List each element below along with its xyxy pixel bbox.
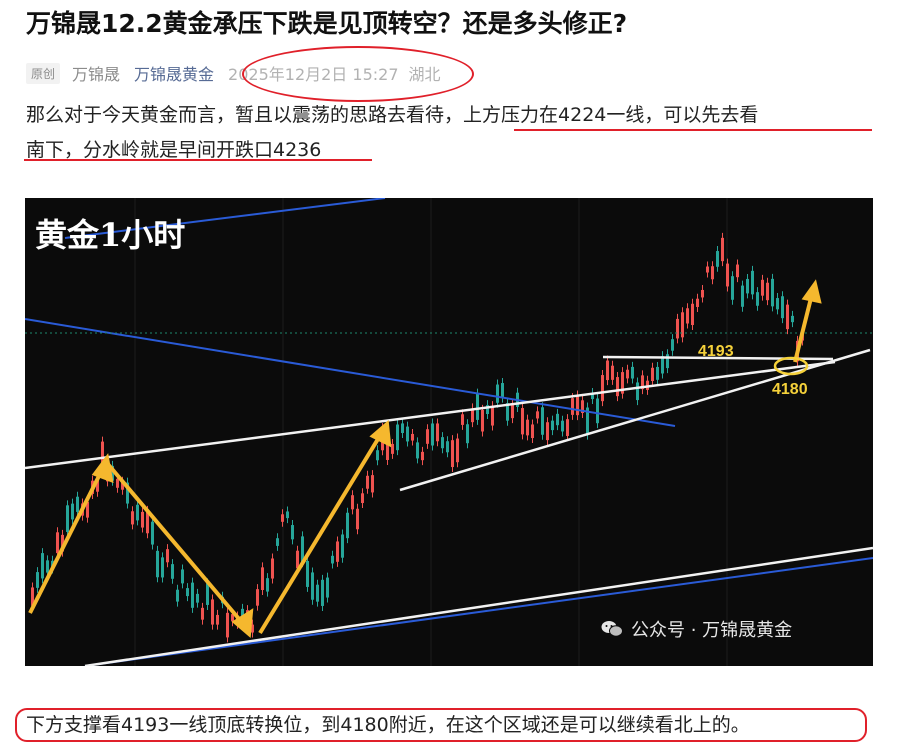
lower-wedge-line xyxy=(399,348,871,492)
gold-chart-image: 4193 4180 黄金1小时 公众号 · 万锦晟黄金 xyxy=(25,198,873,666)
bottom-channel-line xyxy=(84,546,873,666)
upper-channel-line xyxy=(25,360,836,470)
watermark-text: 公众号 · 万锦晟黄金 xyxy=(631,620,793,641)
label-4193: 4193 xyxy=(698,343,734,360)
target-4180-circle xyxy=(773,356,809,376)
wechat-icon xyxy=(601,620,623,638)
original-badge: 原创 xyxy=(26,62,61,84)
paragraph-part3: 南下，分水岭就是早间开跌口4236 xyxy=(26,139,322,161)
paragraph-part1: 那么对于今天黄金而言，暂且以震荡的思路去看待 xyxy=(26,104,445,126)
bottom-highlight-box xyxy=(15,708,867,742)
candles xyxy=(31,232,804,643)
underline-pivot xyxy=(24,159,372,161)
blue-trendline-bottom xyxy=(84,557,873,666)
chart-title: 黄金1小时 xyxy=(35,216,186,254)
label-4180: 4180 xyxy=(772,381,808,398)
blue-trendline-top xyxy=(64,198,386,239)
account-link[interactable]: 万锦晟黄金 xyxy=(134,65,215,84)
blue-trendline-down xyxy=(25,318,676,427)
date-highlight-circle xyxy=(242,46,474,102)
paragraph-part2: ，上方压力在4224一线，可以先去看 xyxy=(444,104,759,126)
article-paragraph: 那么对于今天黄金而言，暂且以震荡的思路去看待，上方压力在4224一线，可以先去看… xyxy=(26,98,886,168)
zigzag-arrows xyxy=(28,279,822,639)
author-name: 万锦晟 xyxy=(72,65,121,84)
chart-drawing: 4193 4180 xyxy=(25,198,873,666)
bottom-text: 下方支撑看4193一线顶底转换位，到4180附近，在这个区域还是可以继续看北上的… xyxy=(26,714,750,736)
underline-resistance xyxy=(514,129,872,131)
article-title: 万锦晟12.2黄金承压下跌是见顶转空？还是多头修正? xyxy=(26,9,628,38)
watermark: 公众号 · 万锦晟黄金 xyxy=(601,616,792,642)
